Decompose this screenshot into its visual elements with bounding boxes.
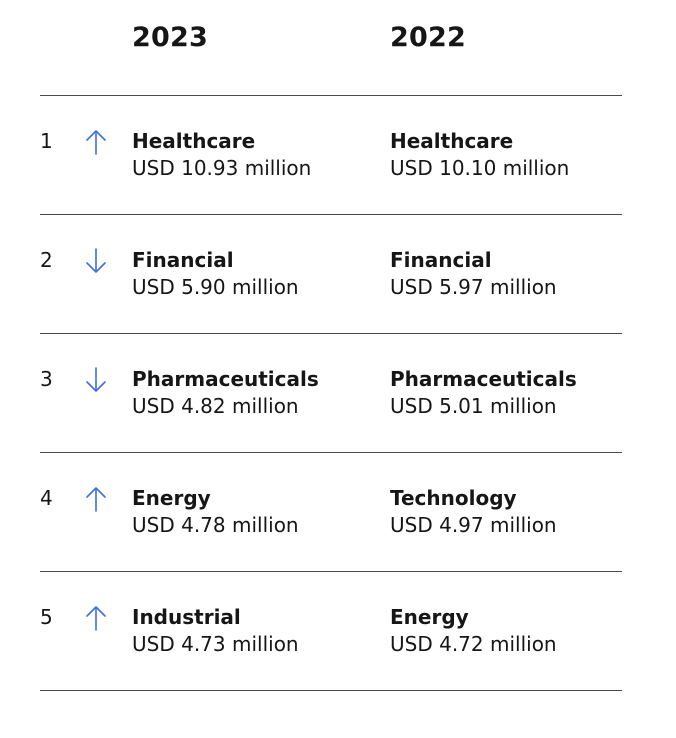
cell-2022: Financial USD 5.97 million	[390, 248, 557, 302]
down-arrow-icon	[86, 248, 106, 273]
breach-cost: USD 4.97 million	[390, 513, 557, 537]
table-row: 3 Pharmaceuticals USD 4.82 million Pharm…	[40, 334, 622, 453]
industry-name: Industrial	[132, 605, 241, 629]
industry-name: Financial	[132, 248, 234, 272]
up-arrow-icon	[86, 487, 106, 512]
breach-cost: USD 10.93 million	[132, 156, 312, 180]
cell-2023: Financial USD 5.90 million	[132, 248, 299, 302]
cell-2022: Healthcare USD 10.10 million	[390, 129, 569, 183]
cell-2022: Technology USD 4.97 million	[390, 486, 557, 540]
industry-name: Energy	[132, 486, 211, 510]
rank-number: 2	[40, 248, 53, 272]
breach-cost: USD 4.72 million	[390, 632, 557, 656]
cell-2022: Pharmaceuticals USD 5.01 million	[390, 367, 577, 421]
breach-cost: USD 4.78 million	[132, 513, 299, 537]
table-row: 1 Healthcare USD 10.93 million Healthcar…	[40, 96, 622, 215]
industry-name: Healthcare	[390, 129, 514, 153]
breach-cost: USD 5.90 million	[132, 275, 299, 299]
column-header-2023: 2023	[132, 22, 208, 53]
industry-cost-table: 2023 2022 1 Healthcare USD 10.93 million…	[40, 0, 622, 691]
breach-cost: USD 10.10 million	[390, 156, 570, 180]
industry-name: Healthcare	[132, 129, 256, 153]
down-arrow-icon	[86, 367, 106, 392]
table-row: 5 Industrial USD 4.73 million Energy USD…	[40, 572, 622, 691]
breach-cost: USD 4.73 million	[132, 632, 299, 656]
rank-number: 3	[40, 367, 53, 391]
cell-2022: Energy USD 4.72 million	[390, 605, 557, 659]
cell-2023: Energy USD 4.78 million	[132, 486, 299, 540]
up-arrow-icon	[86, 130, 106, 155]
table-header: 2023 2022	[40, 0, 622, 96]
table-row: 2 Financial USD 5.90 million Financial U…	[40, 215, 622, 334]
cell-2023: Healthcare USD 10.93 million	[132, 129, 311, 183]
rank-number: 4	[40, 486, 53, 510]
industry-name: Pharmaceuticals	[132, 367, 319, 391]
table-row: 4 Energy USD 4.78 million Technology USD…	[40, 453, 622, 572]
column-header-2022: 2022	[390, 22, 466, 53]
breach-cost: USD 4.82 million	[132, 394, 299, 418]
up-arrow-icon	[86, 606, 106, 631]
industry-name: Technology	[390, 486, 517, 510]
industry-name: Pharmaceuticals	[390, 367, 577, 391]
rank-number: 1	[40, 129, 53, 153]
industry-name: Energy	[390, 605, 469, 629]
breach-cost: USD 5.01 million	[390, 394, 557, 418]
industry-name: Financial	[390, 248, 492, 272]
cell-2023: Pharmaceuticals USD 4.82 million	[132, 367, 319, 421]
cell-2023: Industrial USD 4.73 million	[132, 605, 299, 659]
rank-number: 5	[40, 605, 53, 629]
breach-cost: USD 5.97 million	[390, 275, 557, 299]
